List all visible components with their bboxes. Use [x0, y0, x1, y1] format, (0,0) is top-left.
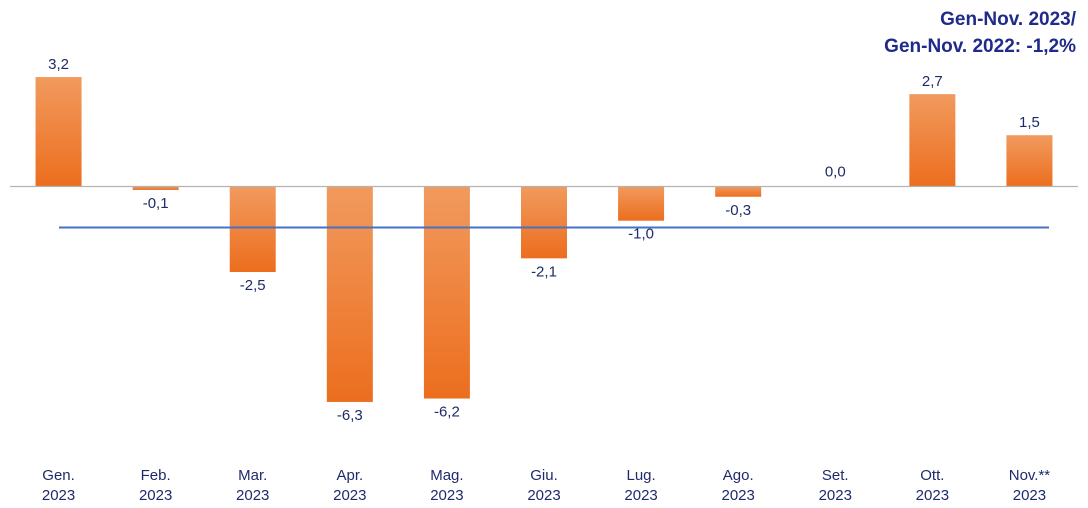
tick-label-2-0: Mar.	[238, 467, 267, 484]
tick-label-6-1: 2023	[624, 487, 657, 503]
tick-label-10-1: 2023	[1013, 487, 1046, 503]
tick-label-0-1: 2023	[42, 487, 75, 503]
chart-annotation: Gen-Nov. 2023/ Gen-Nov. 2022: -1,2%	[884, 6, 1076, 60]
bar-0	[35, 77, 82, 187]
tick-label-8-0: Set.	[822, 467, 849, 484]
data-label-2: -2,5	[240, 277, 266, 294]
tick-label-4-0: Mag.	[430, 467, 463, 484]
tick-label-2-1: 2023	[236, 487, 269, 503]
bar-3	[326, 186, 373, 402]
tick-label-1-0: Feb.	[141, 467, 171, 484]
bar-1	[132, 186, 179, 190]
data-label-9: 2,7	[922, 73, 943, 90]
annotation-line-1: Gen-Nov. 2023/	[940, 9, 1076, 30]
x-axis-ticks: Gen. 2023 Feb. 2023 Mar. 2023 Apr. 2023 Mag. 2023…	[42, 467, 1051, 504]
bars-layer	[35, 77, 1053, 402]
bar-4	[423, 186, 470, 399]
data-label-1: -0,1	[143, 195, 169, 212]
tick-label-7-0: Ago.	[723, 467, 754, 484]
tick-label-3-0: Apr.	[336, 467, 363, 484]
tick-label-0-0: Gen.	[42, 467, 75, 484]
lines-layer	[10, 185, 1078, 229]
labels-layer: 3,2 -0,1 -2,5 -6,3 -6,2 -2,1 -1,0 -0,3 0,0 2,7 1,5	[48, 56, 1040, 424]
data-label-5: -2,1	[531, 263, 557, 280]
bar-10	[1006, 135, 1053, 187]
tick-label-7-1: 2023	[721, 487, 754, 503]
data-label-8: 0,0	[825, 164, 846, 181]
tick-label-6-0: Lug.	[626, 467, 655, 484]
tick-label-1-1: 2023	[139, 487, 172, 503]
tick-label-8-1: 2023	[819, 487, 852, 503]
annotation-line-2: Gen-Nov. 2022: -1,2%	[884, 36, 1076, 57]
tick-label-4-1: 2023	[430, 487, 463, 503]
data-label-0: 3,2	[48, 56, 69, 73]
tick-label-5-1: 2023	[527, 487, 560, 503]
tick-label-9-1: 2023	[916, 487, 949, 503]
bar-7	[715, 186, 762, 197]
data-label-10: 1,5	[1019, 114, 1040, 131]
data-label-3: -6,3	[337, 407, 363, 424]
tick-label-10-0: Nov.**	[1009, 467, 1051, 484]
tick-label-9-0: Ott.	[920, 467, 944, 484]
tick-label-5-0: Giu.	[530, 467, 558, 484]
data-label-6: -1,0	[628, 226, 654, 243]
data-label-7: -0,3	[725, 202, 751, 219]
tick-label-3-1: 2023	[333, 487, 366, 503]
bar-2	[229, 186, 276, 272]
bar-5	[521, 186, 567, 259]
bar-6	[618, 186, 665, 221]
bar-9	[909, 94, 956, 187]
data-label-4: -6,2	[434, 404, 460, 421]
